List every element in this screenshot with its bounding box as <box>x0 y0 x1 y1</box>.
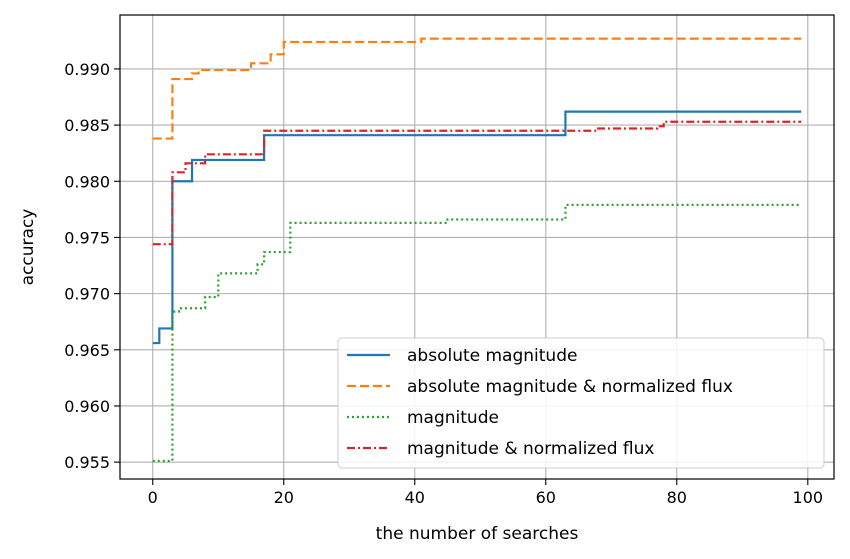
y-tick-label: 0.990 <box>64 60 110 79</box>
series-line-absolute-magnitude <box>152 110 802 345</box>
series-line-magnitude <box>152 203 802 463</box>
x-tick-label: 80 <box>667 488 687 507</box>
y-tick-label: 0.985 <box>64 116 110 135</box>
legend-box <box>337 337 825 469</box>
series-lines <box>152 37 802 463</box>
x-tick-label: 40 <box>405 488 425 507</box>
x-tick-label: 0 <box>148 488 158 507</box>
x-tick-label: 20 <box>274 488 294 507</box>
grid-lines <box>120 15 834 479</box>
legend: absolute magnitude absolute magnitude & n… <box>337 337 825 469</box>
legend-label: absolute magnitude & normalized flux <box>407 377 733 397</box>
plot-frame <box>119 14 835 480</box>
y-tick-label: 0.965 <box>64 341 110 360</box>
legend-label: magnitude <box>407 408 499 428</box>
series-line-magnitude-normalized-flux <box>152 120 802 246</box>
y-tick-label: 0.960 <box>64 397 110 416</box>
x-axis-title: the number of searches <box>376 524 579 544</box>
legend-label: magnitude & normalized flux <box>407 439 654 459</box>
series-line-absolute-magnitude-normalized-flux <box>152 37 802 140</box>
legend-label: absolute magnitude <box>407 346 577 366</box>
y-tick-label: 0.980 <box>64 172 110 191</box>
y-tick-label: 0.975 <box>64 228 110 247</box>
y-axis-title: accuracy <box>18 209 38 286</box>
axis-ticks: 0 20 40 60 80 100 0.955 0.960 0.965 0.970 0.975 0.9… <box>64 60 823 507</box>
x-tick-label: 60 <box>536 488 556 507</box>
x-tick-label: 100 <box>793 488 824 507</box>
y-tick-label: 0.970 <box>64 285 110 304</box>
y-tick-label: 0.955 <box>64 453 110 472</box>
